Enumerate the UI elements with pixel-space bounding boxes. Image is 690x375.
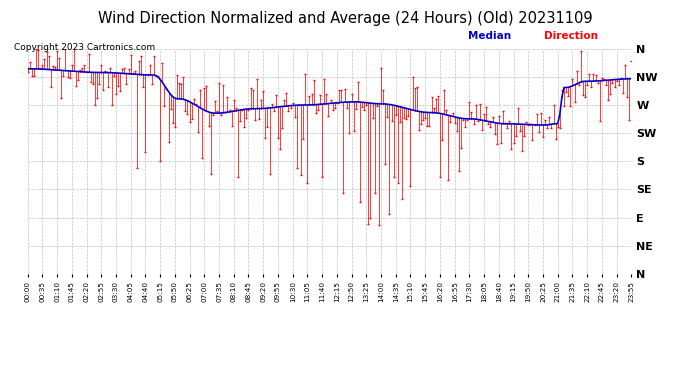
Text: Copyright 2023 Cartronics.com: Copyright 2023 Cartronics.com <box>14 43 155 52</box>
Text: Median: Median <box>469 31 511 40</box>
Text: Wind Direction Normalized and Average (24 Hours) (Old) 20231109: Wind Direction Normalized and Average (2… <box>98 11 592 26</box>
Text: Direction: Direction <box>544 31 598 40</box>
